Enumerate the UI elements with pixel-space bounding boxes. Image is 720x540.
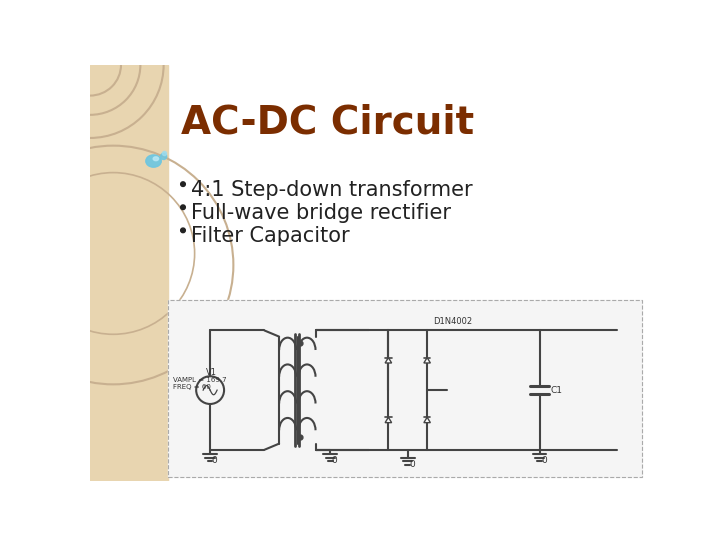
Text: 0: 0: [541, 456, 546, 465]
Circle shape: [161, 153, 167, 159]
Text: 0: 0: [212, 456, 217, 465]
Text: VAMPL = 169.7: VAMPL = 169.7: [173, 377, 227, 383]
Text: 0: 0: [409, 460, 415, 469]
Circle shape: [181, 205, 185, 210]
Bar: [90, 65, 168, 481]
Ellipse shape: [153, 157, 158, 161]
Polygon shape: [424, 417, 431, 423]
Bar: [168, 300, 642, 477]
Text: D1N4002: D1N4002: [433, 318, 472, 326]
Text: Full-wave bridge rectifier: Full-wave bridge rectifier: [191, 204, 451, 224]
Polygon shape: [385, 417, 392, 423]
Text: 0: 0: [332, 456, 338, 465]
Text: 4:1 Step-down transformer: 4:1 Step-down transformer: [191, 180, 472, 200]
Text: C1: C1: [550, 386, 562, 395]
Text: V1: V1: [206, 368, 217, 377]
Text: AC-DC Circuit: AC-DC Circuit: [181, 103, 474, 141]
Text: FREQ = 60: FREQ = 60: [173, 383, 211, 389]
Polygon shape: [424, 357, 431, 363]
Text: Filter Capacitor: Filter Capacitor: [191, 226, 349, 246]
Ellipse shape: [145, 155, 161, 167]
Bar: [168, 300, 642, 477]
Circle shape: [181, 228, 185, 233]
Polygon shape: [385, 357, 392, 363]
Circle shape: [181, 182, 185, 186]
